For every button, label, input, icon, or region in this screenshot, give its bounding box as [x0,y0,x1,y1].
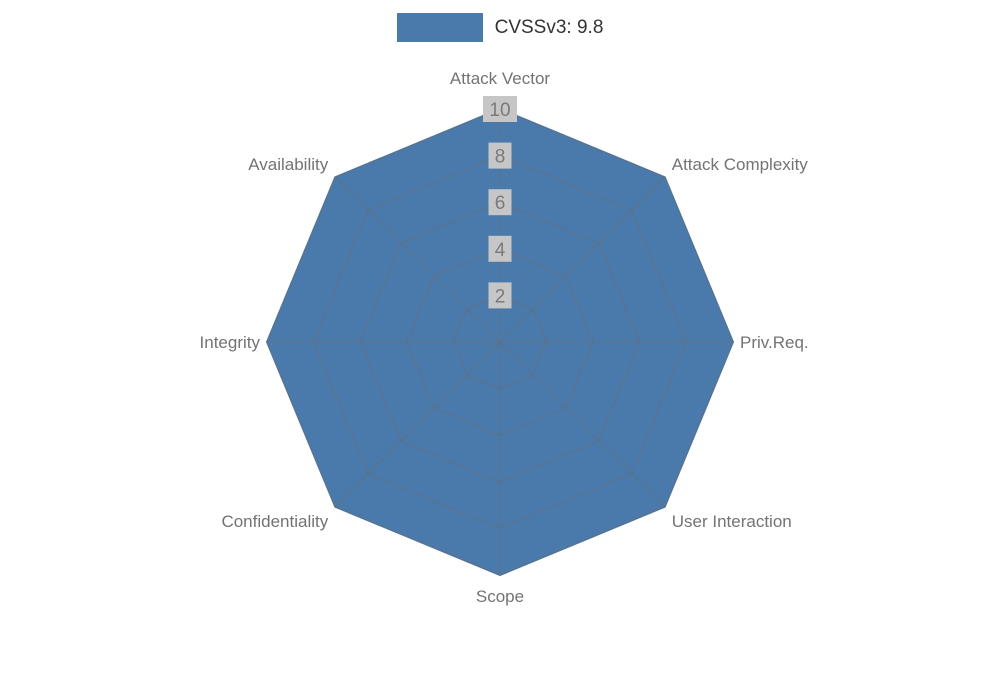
axis-label-attack-complexity: Attack Complexity [672,155,809,174]
axis-label-integrity: Integrity [200,333,261,352]
radial-tick-label-6: 6 [495,193,506,214]
axis-label-user-interaction: User Interaction [672,512,792,531]
radial-tick-label-4: 4 [495,240,506,261]
axis-label-confidentiality: Confidentiality [221,512,328,531]
radial-tick-bg-10 [483,96,517,122]
grid-spoke-attack-complexity [499,176,666,343]
radial-tick-bg-2 [488,282,512,309]
axis-label-scope: Scope [476,587,524,606]
grid-spoke-availability [334,176,501,343]
radial-tick-label-10: 10 [489,100,510,121]
axis-label-priv-req: Priv.Req. [740,333,809,352]
axis-label-availability: Availability [248,155,329,174]
radial-tick-bg-6 [488,189,512,216]
chart-legend[interactable]: CVSSv3: 9.8 [0,13,1000,42]
radial-tick-bg-4 [488,235,512,262]
legend-label: CVSSv3: 9.8 [494,16,604,38]
grid-spoke-confidentiality [334,341,501,508]
radial-tick-label-2: 2 [495,286,506,307]
radial-tick-label-8: 8 [495,147,506,168]
legend-swatch [396,13,483,42]
radial-tick-bg-8 [488,142,512,169]
grid-spoke-user-interaction [499,341,666,508]
axis-label-attack-vector: Attack Vector [450,69,550,88]
